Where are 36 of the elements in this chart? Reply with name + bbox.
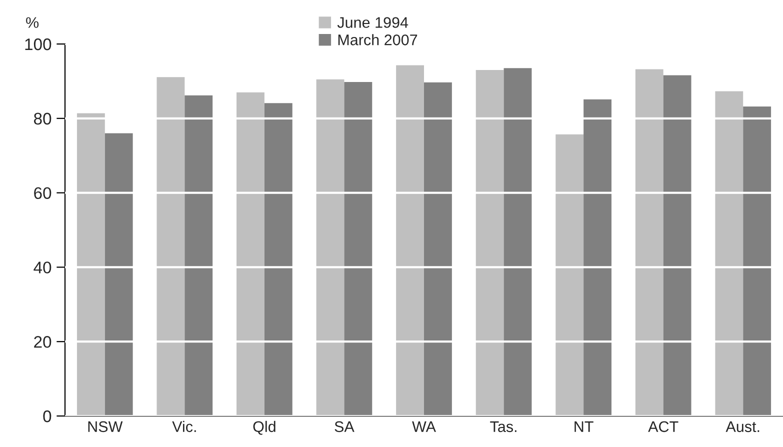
y-tick-label: 20 bbox=[34, 336, 52, 348]
x-tick-label: Aust. bbox=[726, 421, 760, 432]
bar bbox=[104, 133, 133, 416]
bar bbox=[556, 134, 584, 416]
x-tick-label: WA bbox=[412, 421, 436, 432]
y-tick-label: 40 bbox=[34, 262, 52, 274]
bar bbox=[504, 68, 532, 416]
y-tick-label: 60 bbox=[34, 187, 52, 200]
bar bbox=[476, 70, 504, 416]
bar bbox=[743, 106, 772, 416]
x-tick-label: Vic. bbox=[172, 420, 196, 432]
legend-label: March 2007 bbox=[338, 34, 418, 46]
bar bbox=[635, 69, 664, 416]
bar bbox=[76, 113, 105, 416]
bar bbox=[715, 91, 744, 416]
bar bbox=[584, 99, 612, 416]
bar bbox=[184, 95, 213, 416]
x-tick-label: Qld bbox=[253, 420, 276, 435]
legend-label: June 1994 bbox=[337, 17, 408, 28]
x-tick-label: ACT bbox=[648, 421, 678, 432]
bar bbox=[236, 92, 264, 416]
y-tick-label: 100 bbox=[25, 38, 52, 50]
x-tick-label: NT bbox=[574, 421, 594, 432]
x-tick-label: SA bbox=[334, 421, 354, 432]
bar bbox=[344, 82, 372, 416]
x-tick-label: NSW bbox=[88, 421, 123, 432]
x-tick-label: Tas. bbox=[490, 421, 516, 432]
bar bbox=[396, 65, 424, 416]
y-axis-title: % bbox=[26, 17, 39, 28]
y-tick-label: 80 bbox=[34, 112, 52, 125]
bar bbox=[663, 75, 692, 416]
y-tick-label: 0 bbox=[43, 410, 52, 422]
bar bbox=[424, 82, 452, 416]
bar bbox=[316, 79, 344, 416]
bar bbox=[264, 103, 292, 416]
bar bbox=[156, 77, 185, 416]
